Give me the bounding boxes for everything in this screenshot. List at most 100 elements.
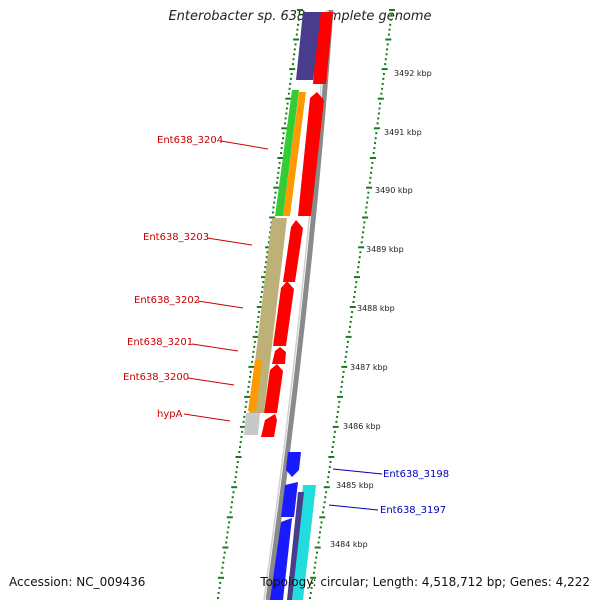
feature-blue-3[interactable] [270, 518, 292, 600]
gene-label-ent638-3201[interactable]: Ent638_3201 [127, 337, 193, 348]
ring-dash [345, 335, 352, 338]
ring-dot [287, 92, 290, 95]
feature-navy-lower[interactable] [287, 492, 304, 600]
ring-dot [341, 380, 344, 383]
gene-label-ent638-3203[interactable]: Ent638_3203 [143, 232, 209, 243]
ring-dot [289, 82, 292, 85]
ring-dot [346, 340, 349, 343]
gene-label-ent638-3200[interactable]: Ent638_3200 [123, 372, 189, 383]
ring-dot [316, 551, 318, 554]
ring-dash [389, 9, 395, 11]
ring-dash [323, 486, 330, 489]
ring-dot [217, 597, 219, 599]
ring-dash [349, 306, 356, 308]
scale-label: 3492 kbp [394, 69, 432, 78]
ring-dot [376, 122, 379, 125]
ring-dot [318, 536, 321, 539]
gene-label-ent638-3202[interactable]: Ent638_3202 [134, 295, 200, 306]
feature-red-2[interactable] [298, 92, 324, 216]
ring-dot [242, 420, 245, 423]
ring-dot [384, 58, 387, 61]
ring-dot [225, 541, 228, 544]
ring-dot [344, 360, 347, 363]
feature-red-7[interactable] [261, 414, 277, 437]
ring-dot [277, 166, 280, 169]
ring-dot [333, 436, 336, 438]
scale-label: 3490 kbp [375, 186, 413, 195]
ring-dot [227, 526, 230, 529]
feature-red-3[interactable] [283, 220, 303, 282]
ring-dash [370, 157, 376, 159]
ring-dot [338, 400, 341, 403]
ring-dot [362, 231, 365, 234]
ring-dot [328, 471, 330, 474]
ring-dot [220, 571, 223, 574]
ring-dot [247, 385, 250, 388]
ring-dot [249, 375, 251, 378]
ring-dash [269, 216, 276, 219]
ring-dot [251, 360, 254, 363]
ring-dot [225, 536, 228, 539]
feature-green[interactable] [275, 90, 299, 216]
scale-label: 3489 kbp [366, 245, 404, 254]
lower-strand-features [270, 452, 316, 600]
ring-dot [234, 476, 237, 479]
ring-dot [315, 556, 318, 559]
scale-label: 3486 kbp [343, 422, 381, 431]
scale-label: 3485 kbp [336, 481, 374, 490]
ring-dash [248, 365, 255, 368]
ring-dot [387, 33, 390, 36]
ring-dot [295, 33, 298, 36]
ring-dot [243, 415, 246, 418]
ring-dot [219, 581, 222, 584]
ring-dot [231, 496, 234, 499]
gene-label-ent638-3197[interactable]: Ent638_3197 [380, 505, 446, 516]
ring-dot [365, 206, 368, 209]
ring-dash [328, 456, 335, 458]
feature-red-4[interactable] [273, 281, 294, 346]
feature-red-5[interactable] [272, 347, 286, 364]
feature-blue-2[interactable] [281, 482, 298, 517]
feature-red-6[interactable] [264, 364, 283, 413]
feature-navy-top[interactable] [296, 12, 321, 80]
ring-dot [373, 147, 376, 150]
feature-blue-arrow[interactable] [286, 452, 301, 477]
ring-dot [361, 236, 364, 239]
ring-dash [244, 395, 251, 398]
ring-dot [231, 501, 233, 504]
ring-dot [360, 241, 363, 244]
ring-dot [332, 441, 335, 443]
ring-dash [354, 276, 360, 279]
gene-label-ent638-3198[interactable]: Ent638_3198 [383, 469, 449, 480]
feature-grey[interactable] [244, 413, 260, 435]
ring-dot [358, 261, 360, 264]
outer-dotted-ring-left [217, 9, 303, 599]
feature-orange-upper[interactable] [283, 92, 306, 216]
ring-dash [265, 246, 272, 249]
gene-labels-left: Ent638_3204 Ent638_3203 Ent638_3202 Ent6… [123, 135, 269, 422]
ring-dot [264, 266, 267, 269]
feature-orange-lower[interactable] [248, 360, 262, 411]
ring-dot [235, 471, 238, 474]
ring-dot [385, 53, 388, 56]
gene-label-hypa[interactable]: hypA [157, 409, 183, 420]
ring-dash [319, 516, 326, 519]
leader-line [220, 140, 269, 150]
ring-dot [336, 410, 339, 413]
ring-dot [341, 375, 344, 378]
ring-dot [358, 256, 361, 259]
ring-dot [340, 385, 343, 388]
gene-label-ent638-3204[interactable]: Ent638_3204 [157, 135, 223, 146]
ring-dot [344, 355, 347, 358]
scale-labels: 3492 kbp 3491 kbp 3490 kbp 3489 kbp 3488… [330, 69, 432, 549]
ring-dash [277, 157, 284, 159]
ring-dot [284, 122, 286, 125]
ring-dot [319, 526, 322, 529]
ring-dot [280, 147, 283, 150]
ring-dash [256, 306, 263, 308]
ring-dot [267, 241, 270, 244]
ring-dot [293, 53, 296, 56]
feature-cyan[interactable] [292, 485, 316, 600]
ring-dot [328, 466, 331, 469]
ring-dot [356, 271, 359, 274]
